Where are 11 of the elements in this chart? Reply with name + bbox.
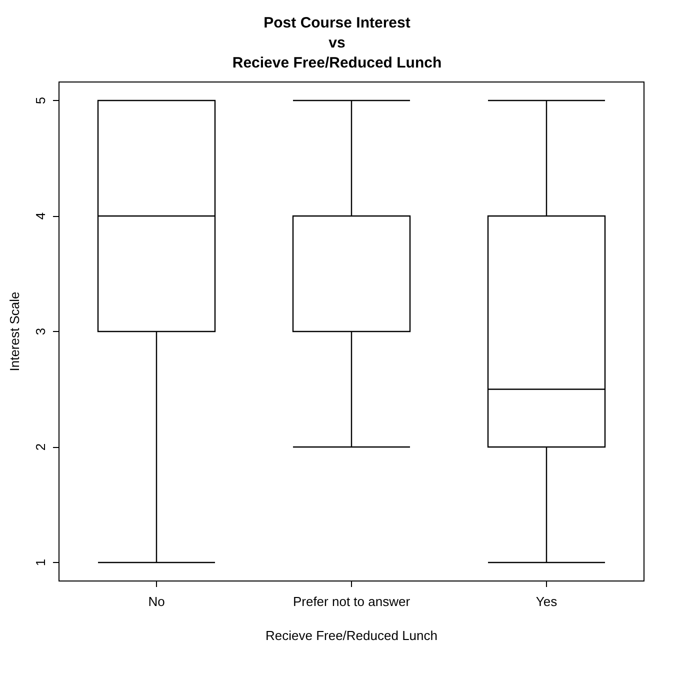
x-axis-title: Recieve Free/Reduced Lunch	[266, 628, 438, 643]
y-axis-title: Interest Scale	[7, 292, 22, 372]
y-tick-label: 5	[33, 96, 48, 104]
y-tick-label: 3	[33, 328, 48, 336]
y-tick-label: 1	[33, 558, 48, 566]
y-tick-label: 2	[33, 443, 48, 451]
y-tick-label: 4	[33, 212, 48, 220]
x-tick-label: Yes	[536, 594, 558, 609]
x-tick-label: No	[148, 594, 165, 609]
x-tick-label: Prefer not to answer	[292, 594, 411, 609]
chart-title: Post Course Interest vs Recieve Free/Reduced Lunch	[232, 14, 442, 72]
